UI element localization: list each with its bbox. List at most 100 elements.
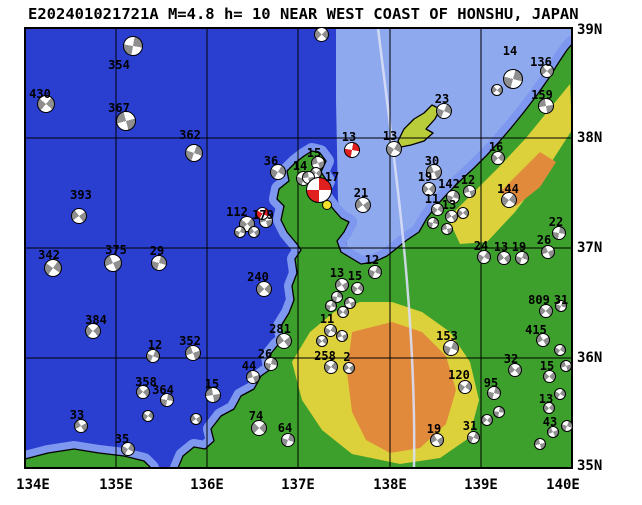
event-label: 24 <box>473 239 489 253</box>
focal-mechanism <box>427 217 439 229</box>
event-label: 14 <box>292 159 308 173</box>
event-label: 384 <box>85 313 107 327</box>
event-label: 13 <box>382 129 398 143</box>
event-label: 19 <box>417 170 433 184</box>
event-label: 12 <box>364 253 380 267</box>
event-label: 13 <box>329 266 345 280</box>
terrain-mountains-orange <box>347 322 456 453</box>
y-axis-tick: 35N <box>577 458 603 474</box>
event-label: 26 <box>257 347 273 361</box>
y-axis-tick: 37N <box>577 240 603 256</box>
focal-mechanism-2 <box>343 362 355 374</box>
focal-mechanism-33 <box>74 419 88 433</box>
focal-mechanism <box>306 177 332 203</box>
event-label: 11 <box>319 312 335 326</box>
focal-mechanism <box>560 360 572 372</box>
focal-mechanism <box>325 300 337 312</box>
focal-mechanism-13 <box>386 141 402 157</box>
focal-mechanism-23 <box>436 103 452 119</box>
event-label: 33 <box>69 408 85 422</box>
focal-mechanism-35 <box>121 442 135 456</box>
focal-mechanism-415 <box>536 333 550 347</box>
event-label: 153 <box>436 329 458 343</box>
focal-mechanism-367 <box>116 111 136 131</box>
focal-mechanism-13 <box>344 142 360 158</box>
focal-mechanism-29 <box>151 255 167 271</box>
focal-mechanism-281 <box>276 333 292 349</box>
focal-mechanism <box>561 420 573 432</box>
focal-mechanism-384 <box>85 323 101 339</box>
event-label: 11 <box>424 192 440 206</box>
focal-mechanism-358 <box>136 385 150 399</box>
event-label: 144 <box>497 182 519 196</box>
event-label: 354 <box>108 58 130 72</box>
focal-mechanism-12 <box>146 349 160 363</box>
focal-mechanism-21 <box>355 197 371 213</box>
event-label: 179 <box>252 208 274 222</box>
focal-mechanism <box>493 406 505 418</box>
event-label: 43 <box>542 415 558 429</box>
event-label: 32 <box>503 352 519 366</box>
y-axis-tick: 39N <box>577 22 603 38</box>
focal-mechanism <box>554 344 566 356</box>
terrain-hills-northeast-yellow <box>448 84 572 244</box>
event-label: 13 <box>341 130 357 144</box>
focal-mechanism <box>255 206 269 220</box>
event-label: 15 <box>539 359 555 373</box>
x-axis-tick: 138E <box>373 477 407 493</box>
focal-mechanism-142 <box>446 190 460 204</box>
event-label: 15 <box>204 377 220 391</box>
focal-mechanism-22 <box>552 226 566 240</box>
focal-mechanism-13 <box>543 402 555 414</box>
track-line <box>376 28 416 468</box>
focal-mechanism <box>142 410 154 422</box>
focal-mechanism-13 <box>497 251 511 265</box>
focal-mechanism-809 <box>539 304 553 318</box>
event-label: 16 <box>488 140 504 154</box>
focal-mechanism <box>248 226 260 238</box>
event-label: 342 <box>38 248 60 262</box>
event-label: 29 <box>149 244 165 258</box>
event-label: 21 <box>353 186 369 200</box>
event-label: 35 <box>114 432 130 446</box>
event-label: 95 <box>483 376 499 390</box>
focal-mechanism-31 <box>466 430 480 444</box>
event-label: 36 <box>263 154 279 168</box>
focal-mechanism-362 <box>185 144 203 162</box>
event-label: 362 <box>179 128 201 142</box>
focal-mechanism <box>336 330 348 342</box>
map-border <box>24 27 573 469</box>
focal-mechanism <box>337 306 349 318</box>
page-title: E202401021721A M=4.8 h= 10 NEAR WEST COA… <box>28 5 579 23</box>
x-axis-tick: 137E <box>281 477 315 493</box>
event-label: 19 <box>426 422 442 436</box>
event-label: 13 <box>493 240 509 254</box>
focal-mechanism-159 <box>538 98 554 114</box>
x-axis-tick: 140E <box>546 477 580 493</box>
event-label: 352 <box>179 334 201 348</box>
event-label: 120 <box>448 368 470 382</box>
focal-mechanism <box>481 414 493 426</box>
focal-mechanism-258 <box>324 360 338 374</box>
focal-mechanism <box>316 335 328 347</box>
focal-mechanism <box>534 438 546 450</box>
focal-mechanism-26 <box>264 357 278 371</box>
y-axis-tick: 36N <box>577 350 603 366</box>
focal-mechanism <box>190 413 202 425</box>
event-label: 31 <box>553 293 569 307</box>
event-label: 14 <box>502 44 518 58</box>
terrain-mountains-northeast-orange <box>500 152 556 206</box>
x-axis-tick: 134E <box>16 477 50 493</box>
focal-mechanism-32 <box>508 363 522 377</box>
focal-mechanism-44 <box>246 370 260 384</box>
focal-mechanism-342 <box>44 259 62 277</box>
event-label: 31 <box>462 419 478 433</box>
event-label: 375 <box>105 243 127 257</box>
focal-mechanism-136 <box>540 64 554 78</box>
focal-mechanism <box>491 84 503 96</box>
focal-mechanism-19 <box>515 251 529 265</box>
focal-mechanism-11 <box>430 202 444 216</box>
event-label: 142 <box>438 177 460 191</box>
event-label: 12 <box>460 173 476 187</box>
